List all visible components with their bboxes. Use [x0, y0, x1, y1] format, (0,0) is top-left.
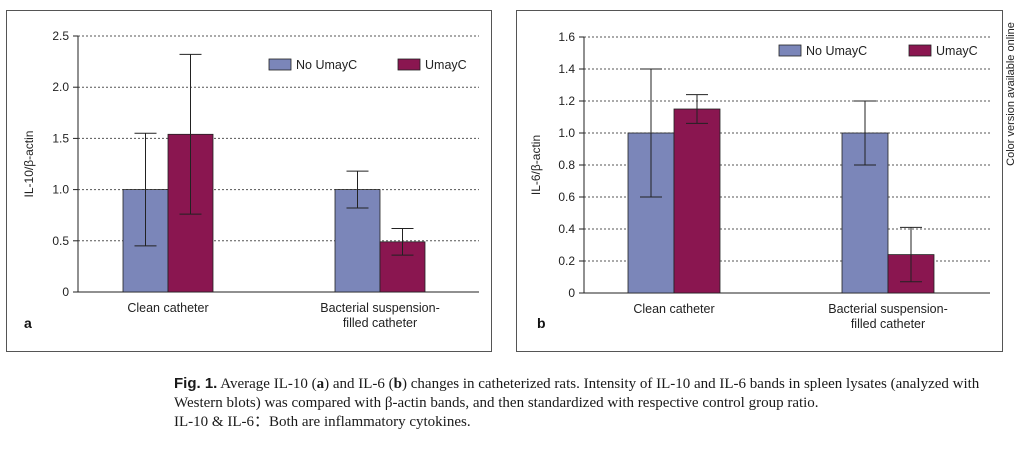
chart-b-category-label: Clean catheter: [633, 302, 714, 316]
caption-note: IL-10 & IL-6：Both are inflammatory cytok…: [174, 414, 471, 430]
caption-text-2: ) and IL-6 (: [324, 376, 394, 392]
chart-a-ytick-label: 1.5: [52, 131, 69, 145]
caption-text-3: ) changes in catheterized rats. Intensit…: [174, 376, 980, 411]
chart-b-ytick-label: 0: [568, 286, 575, 300]
caption-panel-a-ref: a: [316, 376, 325, 392]
chart-b-legend-swatch: [778, 44, 802, 57]
chart-b-ytick-label: 1.2: [558, 94, 575, 108]
chart-a-legend-label: No UmayC: [296, 58, 357, 72]
chart-b-svg: 0 0.2 0.4 0.6 0.8 1.0 1.2 1.4 1.6 IL-6/β-actin Cle…: [529, 30, 990, 331]
chart-b-legend-swatch: [908, 44, 932, 57]
chart-b-ytick-label: 1.0: [558, 126, 575, 140]
chart-a-ytick-label: 2.0: [52, 80, 69, 94]
chart-b-ytick-label: 0.6: [558, 190, 575, 204]
chart-b-ytick-label: 1.4: [558, 62, 575, 76]
caption-fig-label: Fig. 1.: [174, 375, 218, 392]
chart-a-ytick-label: 2.5: [52, 29, 69, 43]
chart-a-ylabel: IL-10/β-actin: [22, 131, 36, 198]
chart-a-category-label: Bacterial suspension-: [320, 301, 440, 315]
chart-b-category-label: Bacterial suspension-: [828, 302, 948, 316]
color-version-note: Color version available online: [1005, 22, 1017, 166]
caption-panel-b-ref: b: [393, 376, 403, 392]
chart-a-category-label: filled catheter: [343, 316, 417, 330]
chart-b-category-label: filled catheter: [851, 317, 925, 331]
chart-b-bar: [673, 108, 721, 294]
chart-a-legend-swatch: [397, 58, 421, 71]
chart-a-ytick-label: 0: [62, 285, 69, 299]
chart-b-legend-label: UmayC: [936, 44, 978, 58]
chart-a-svg: 0 0.5 1.0 1.5 2.0 2.5 IL-10/β-actin Clean cathe…: [22, 29, 479, 331]
chart-b-ytick-label: 1.6: [558, 30, 575, 44]
chart-a-category-label: Clean catheter: [127, 301, 208, 315]
chart-b-ytick-label: 0.8: [558, 158, 575, 172]
chart-b-panel-label: b: [537, 315, 546, 331]
caption-text-1: Average IL-10 (: [217, 376, 317, 392]
chart-b-ytick-label: 0.4: [558, 222, 575, 236]
chart-b-ytick-label: 0.2: [558, 254, 575, 268]
chart-a-panel-label: a: [24, 315, 32, 331]
chart-a-ytick-label: 0.5: [52, 234, 69, 248]
chart-a-legend-swatch: [268, 58, 292, 71]
chart-a-legend-label: UmayC: [425, 58, 467, 72]
chart-panel-b: 0 0.2 0.4 0.6 0.8 1.0 1.2 1.4 1.6 IL-6/β-actin Cle…: [516, 10, 1003, 352]
chart-b-legend-label: No UmayC: [806, 44, 867, 58]
chart-a-ytick-label: 1.0: [52, 183, 69, 197]
chart-b-ylabel: IL-6/β-actin: [529, 135, 543, 195]
chart-panel-a: 0 0.5 1.0 1.5 2.0 2.5 IL-10/β-actin Clean cathe…: [6, 10, 492, 352]
figure-caption: Fig. 1. Average IL-10 (a) and IL-6 (b) c…: [174, 374, 1014, 432]
